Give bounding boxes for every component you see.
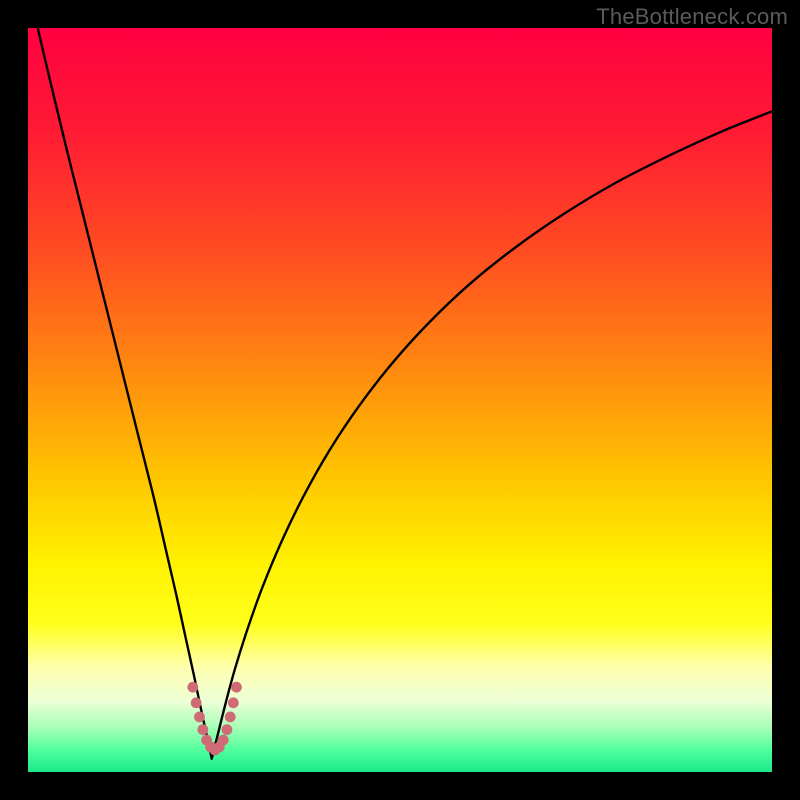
cusp-dot [231,682,242,693]
cusp-dot [194,712,205,723]
bottleneck-chart [0,0,800,800]
plot-area [28,0,772,772]
chart-container: TheBottleneck.com [0,0,800,800]
cusp-dot [225,712,236,723]
cusp-dot [197,724,208,735]
cusp-dot [187,682,198,693]
cusp-dot [222,724,233,735]
gradient-background [28,28,772,772]
cusp-dot [191,697,202,708]
cusp-dot [218,735,229,746]
cusp-dot [228,697,239,708]
watermark-text: TheBottleneck.com [596,4,788,30]
